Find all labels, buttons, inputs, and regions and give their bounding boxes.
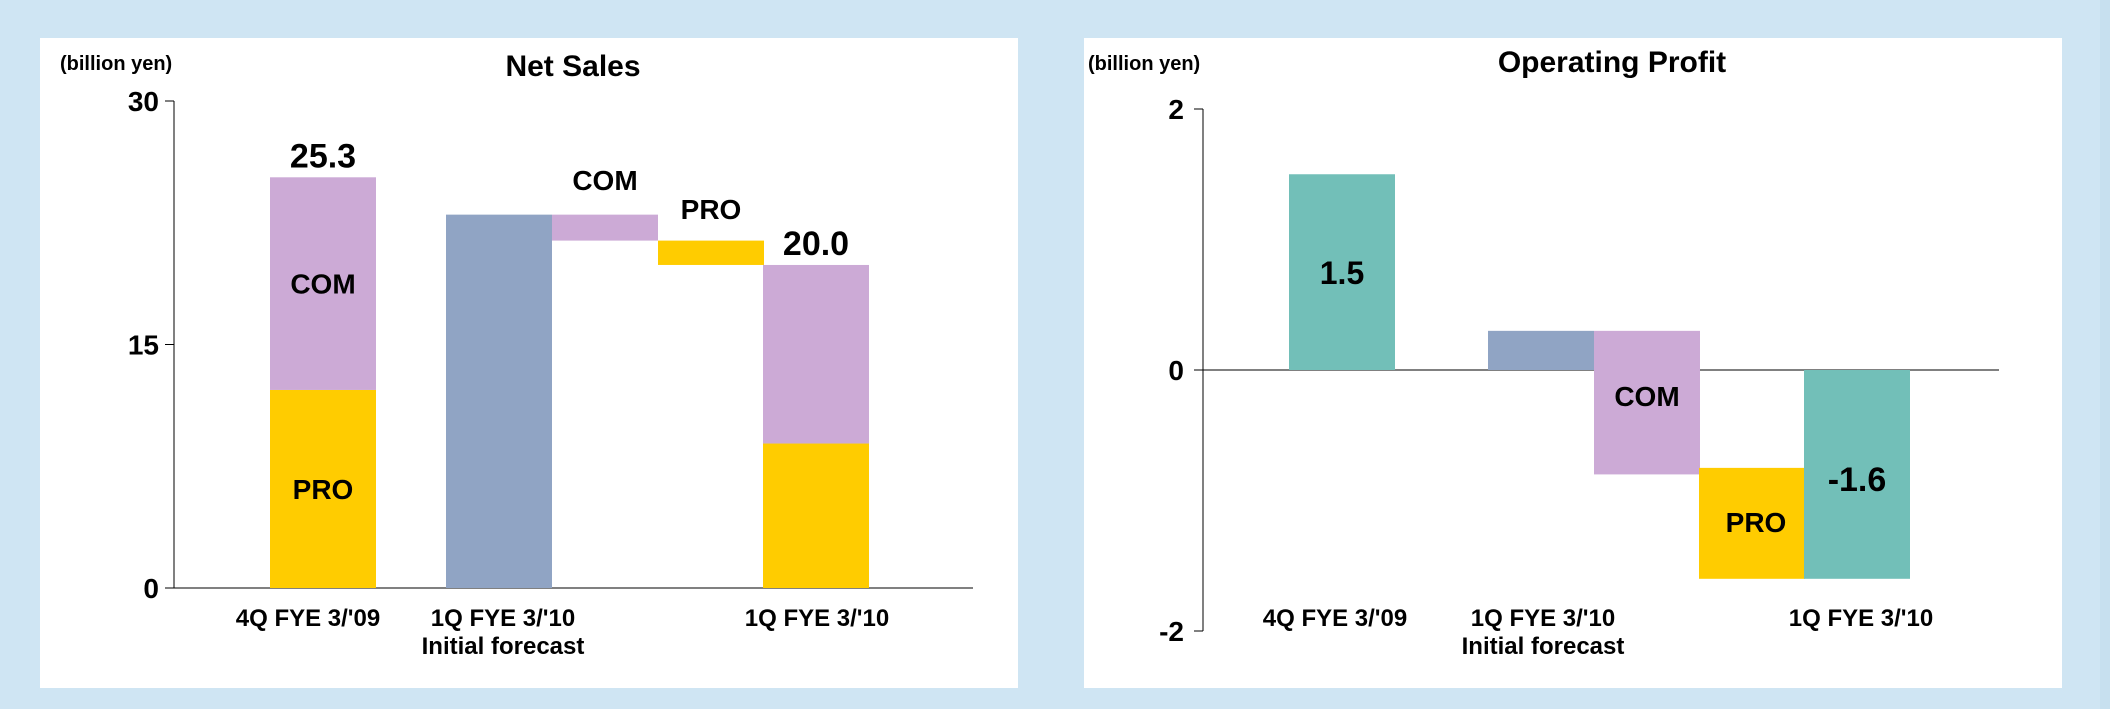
net-sales-chart: (billion yen) Net Sales 0 15 30 25.3 20.0 COM… — [60, 50, 973, 660]
x-tick-label-line2: Initial forecast — [1462, 633, 1625, 660]
y-tick-label: 0 — [1168, 355, 1184, 386]
x-tick-label: 4Q FYE 3/'09 — [236, 605, 380, 632]
value-label: 25.3 — [290, 137, 356, 175]
y-tick-label: 15 — [128, 330, 159, 361]
bar-segment-initial-forecast — [446, 214, 552, 588]
bar-segment-pro — [270, 389, 376, 588]
x-tick-label: 1Q FYE 3/'10 — [1789, 605, 1933, 632]
bar-segment-pro — [658, 240, 764, 265]
bar — [1699, 467, 1805, 579]
bar — [1488, 330, 1594, 370]
bar — [1289, 174, 1395, 370]
y-tick-label: 2 — [1168, 94, 1184, 125]
net-sales-panel: (billion yen) Net Sales 0 15 30 25.3 20.0 COM… — [40, 38, 1018, 688]
bar-segment-com — [270, 177, 376, 390]
y-unit-label: (billion yen) — [60, 53, 172, 75]
bar — [1804, 370, 1910, 579]
bridge-label-pro: PRO — [681, 194, 742, 225]
y-tick-label: 30 — [128, 86, 159, 117]
operating-profit-panel: (billion yen) Operating Profit -2 0 2 1.5 CO… — [1084, 38, 2062, 688]
x-tick-label: 1Q FYE 3/'10 — [431, 605, 575, 632]
chart-title: Net Sales — [505, 50, 640, 83]
x-tick-label: 1Q FYE 3/'10 — [1471, 605, 1615, 632]
y-tick-label: -2 — [1159, 616, 1184, 647]
bar-segment-com — [552, 214, 658, 241]
segment-label-com: COM — [290, 269, 355, 300]
bridge-label-com: COM — [572, 165, 637, 196]
bar-segment-com — [763, 264, 869, 444]
value-label: 1.5 — [1320, 255, 1364, 291]
value-label-negative: -1.6 — [1828, 461, 1887, 499]
right-edge-strip — [2100, 0, 2110, 709]
value-label: 20.0 — [783, 225, 849, 263]
x-tick-label: 1Q FYE 3/'10 — [745, 605, 889, 632]
operating-profit-chart: (billion yen) Operating Profit -2 0 2 1.5 CO… — [1088, 46, 1999, 660]
bar — [1594, 330, 1700, 475]
y-tick-label: 0 — [143, 573, 159, 604]
chart-title: Operating Profit — [1498, 46, 1726, 79]
x-tick-label-line2: Initial forecast — [422, 633, 585, 660]
segment-label-pro: PRO — [1726, 507, 1787, 538]
segment-label-com: COM — [1614, 381, 1679, 412]
y-unit-label: (billion yen) — [1088, 53, 1200, 75]
x-tick-label: 4Q FYE 3/'09 — [1263, 605, 1407, 632]
bar-segment-pro — [763, 443, 869, 588]
segment-label-pro: PRO — [293, 474, 354, 505]
